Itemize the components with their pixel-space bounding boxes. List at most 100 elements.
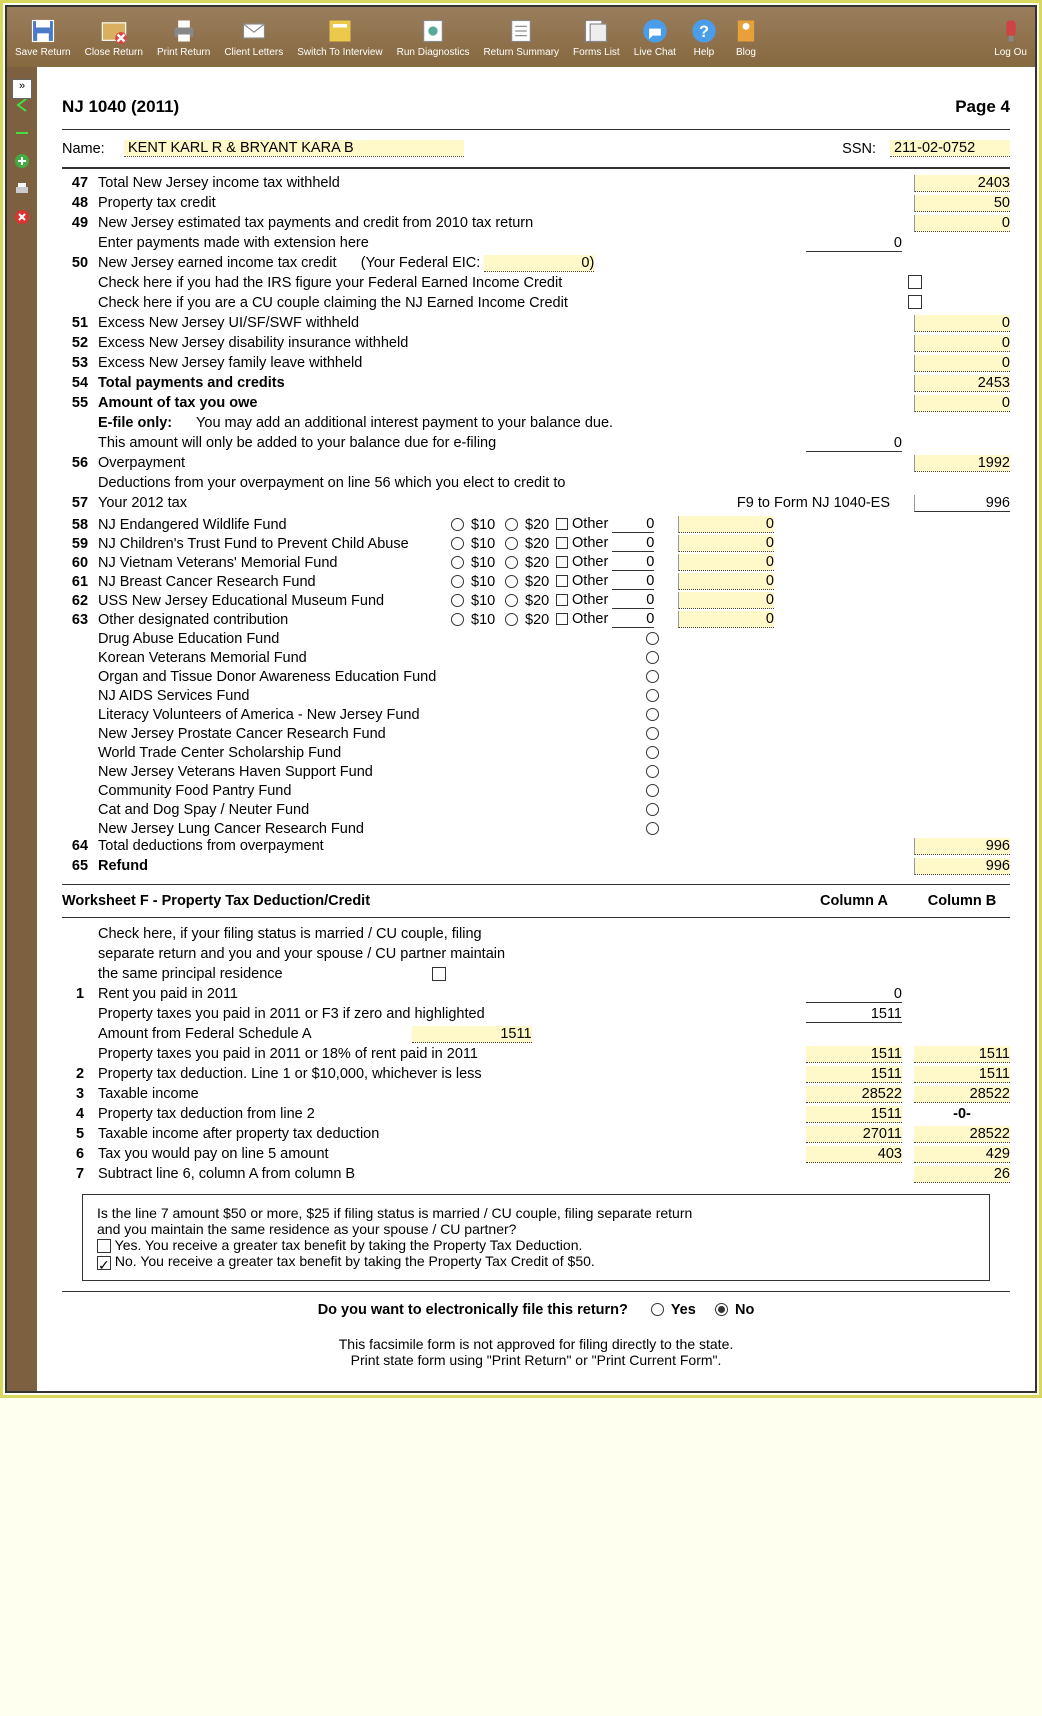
name-field[interactable]: KENT KARL R & BRYANT KARA B <box>124 140 464 157</box>
line-49-value[interactable]: 0 <box>914 215 1010 232</box>
line-57-value[interactable]: 996 <box>914 495 1010 512</box>
line-47-value[interactable]: 2403 <box>914 175 1010 192</box>
other-fund-2-radio[interactable] <box>646 670 659 683</box>
ws-3-b[interactable]: 28522 <box>914 1086 1010 1103</box>
q-yes-checkbox[interactable] <box>97 1239 111 1253</box>
fund-63-value[interactable]: 0 <box>678 611 774 628</box>
same-residence-checkbox[interactable] <box>432 967 446 981</box>
irs-figure-checkbox[interactable] <box>908 275 922 289</box>
back-icon[interactable] <box>14 97 30 113</box>
efile-yes-radio[interactable] <box>651 1303 664 1316</box>
fund-61-other-amount[interactable]: 0 <box>612 573 654 590</box>
ws-scheda-value[interactable]: 1511 <box>412 1026 532 1043</box>
fund-63-10-radio[interactable] <box>451 613 464 626</box>
client-letters-button[interactable]: Client Letters <box>224 17 283 58</box>
fund-61-10-radio[interactable] <box>451 575 464 588</box>
fund-63-other-checkbox[interactable] <box>556 613 568 625</box>
ws-3-a[interactable]: 28522 <box>806 1086 902 1103</box>
return-summary-button[interactable]: Return Summary <box>483 17 559 58</box>
worksheet-title: Worksheet F - Property Tax Deduction/Cre… <box>62 893 794 909</box>
line-52-value[interactable]: 0 <box>914 335 1010 352</box>
fund-58-other-amount[interactable]: 0 <box>612 516 654 533</box>
other-fund-9-radio[interactable] <box>646 803 659 816</box>
fund-62-20-radio[interactable] <box>505 594 518 607</box>
fund-59-10-radio[interactable] <box>451 537 464 550</box>
fund-63-20-radio[interactable] <box>505 613 518 626</box>
line-48-value[interactable]: 50 <box>914 195 1010 212</box>
federal-eic-value[interactable]: 0) <box>484 255 594 272</box>
efile-no-radio[interactable] <box>715 1303 728 1316</box>
line-65-value[interactable]: 996 <box>914 858 1010 875</box>
line-64-value[interactable]: 996 <box>914 838 1010 855</box>
ws-5-b[interactable]: 28522 <box>914 1126 1010 1143</box>
line-53-value[interactable]: 0 <box>914 355 1010 372</box>
fund-59-20-radio[interactable] <box>505 537 518 550</box>
fund-62-other-checkbox[interactable] <box>556 594 568 606</box>
ws-1d-a[interactable]: 1511 <box>806 1046 902 1063</box>
ws-proptax-2011-value[interactable]: 1511 <box>806 1006 902 1023</box>
close-return-button[interactable]: Close Return <box>85 17 143 58</box>
ws-6-b[interactable]: 429 <box>914 1146 1010 1163</box>
other-fund-5-radio[interactable] <box>646 727 659 740</box>
line-51-value[interactable]: 0 <box>914 315 1010 332</box>
ws-5-a[interactable]: 27011 <box>806 1126 902 1143</box>
name-label: Name: <box>62 141 124 157</box>
fund-60-10-radio[interactable] <box>451 556 464 569</box>
add-icon[interactable] <box>14 153 30 169</box>
fund-58-value[interactable]: 0 <box>678 516 774 533</box>
fund-58-10-radio[interactable] <box>451 518 464 531</box>
other-fund-0-radio[interactable] <box>646 632 659 645</box>
fund-59-value[interactable]: 0 <box>678 535 774 552</box>
fund-62-other-amount[interactable]: 0 <box>612 592 654 609</box>
help-button[interactable]: ?Help <box>690 17 718 58</box>
print-return-button[interactable]: Print Return <box>157 17 210 58</box>
live-chat-button[interactable]: Live Chat <box>634 17 676 58</box>
efile-interest-value[interactable]: 0 <box>806 435 902 452</box>
other-fund-1-radio[interactable] <box>646 651 659 664</box>
fund-63-other-amount[interactable]: 0 <box>612 611 654 628</box>
fund-59-other-checkbox[interactable] <box>556 537 568 549</box>
q-no-checkbox[interactable]: ✓ <box>97 1256 111 1270</box>
ws-rent-value[interactable]: 0 <box>806 986 902 1003</box>
other-fund-6-radio[interactable] <box>646 746 659 759</box>
ws-7-b[interactable]: 26 <box>914 1166 1010 1183</box>
print-icon[interactable] <box>14 181 30 197</box>
other-fund-3-radio[interactable] <box>646 689 659 702</box>
fund-61-20-radio[interactable] <box>505 575 518 588</box>
fund-61-other-checkbox[interactable] <box>556 575 568 587</box>
cu-couple-checkbox[interactable] <box>908 295 922 309</box>
ws-6-a[interactable]: 403 <box>806 1146 902 1163</box>
ws-1d-b[interactable]: 1511 <box>914 1046 1010 1063</box>
line-56-value[interactable]: 1992 <box>914 455 1010 472</box>
extension-payment-value[interactable]: 0 <box>806 235 902 252</box>
fund-60-other-amount[interactable]: 0 <box>612 554 654 571</box>
fund-62-value[interactable]: 0 <box>678 592 774 609</box>
logout-button[interactable]: Log Ou <box>994 17 1027 58</box>
delete-icon[interactable] <box>14 209 30 225</box>
fund-62-10-radio[interactable] <box>451 594 464 607</box>
other-fund-8-radio[interactable] <box>646 784 659 797</box>
ssn-field[interactable]: 211-02-0752 <box>890 140 1010 157</box>
other-fund-7-radio[interactable] <box>646 765 659 778</box>
expand-sidebar-button[interactable]: » <box>12 79 32 99</box>
switch-interview-button[interactable]: Switch To Interview <box>297 17 382 58</box>
line-55-value[interactable]: 0 <box>914 395 1010 412</box>
fund-61-value[interactable]: 0 <box>678 573 774 590</box>
run-diagnostics-button[interactable]: Run Diagnostics <box>397 17 470 58</box>
ws-4-a[interactable]: 1511 <box>806 1106 902 1123</box>
other-fund-10-radio[interactable] <box>646 822 659 835</box>
forms-list-button[interactable]: Forms List <box>573 17 620 58</box>
other-fund-4-radio[interactable] <box>646 708 659 721</box>
fund-60-other-checkbox[interactable] <box>556 556 568 568</box>
fund-58-20-radio[interactable] <box>505 518 518 531</box>
save-return-button[interactable]: Save Return <box>15 17 71 58</box>
line-54-value[interactable]: 2453 <box>914 375 1010 392</box>
fund-60-20-radio[interactable] <box>505 556 518 569</box>
ws-2-a[interactable]: 1511 <box>806 1066 902 1083</box>
blog-button[interactable]: Blog <box>732 17 760 58</box>
fund-59-other-amount[interactable]: 0 <box>612 535 654 552</box>
fund-58-other-checkbox[interactable] <box>556 518 568 530</box>
fund-60-value[interactable]: 0 <box>678 554 774 571</box>
minus-icon[interactable] <box>14 125 30 141</box>
ws-2-b[interactable]: 1511 <box>914 1066 1010 1083</box>
